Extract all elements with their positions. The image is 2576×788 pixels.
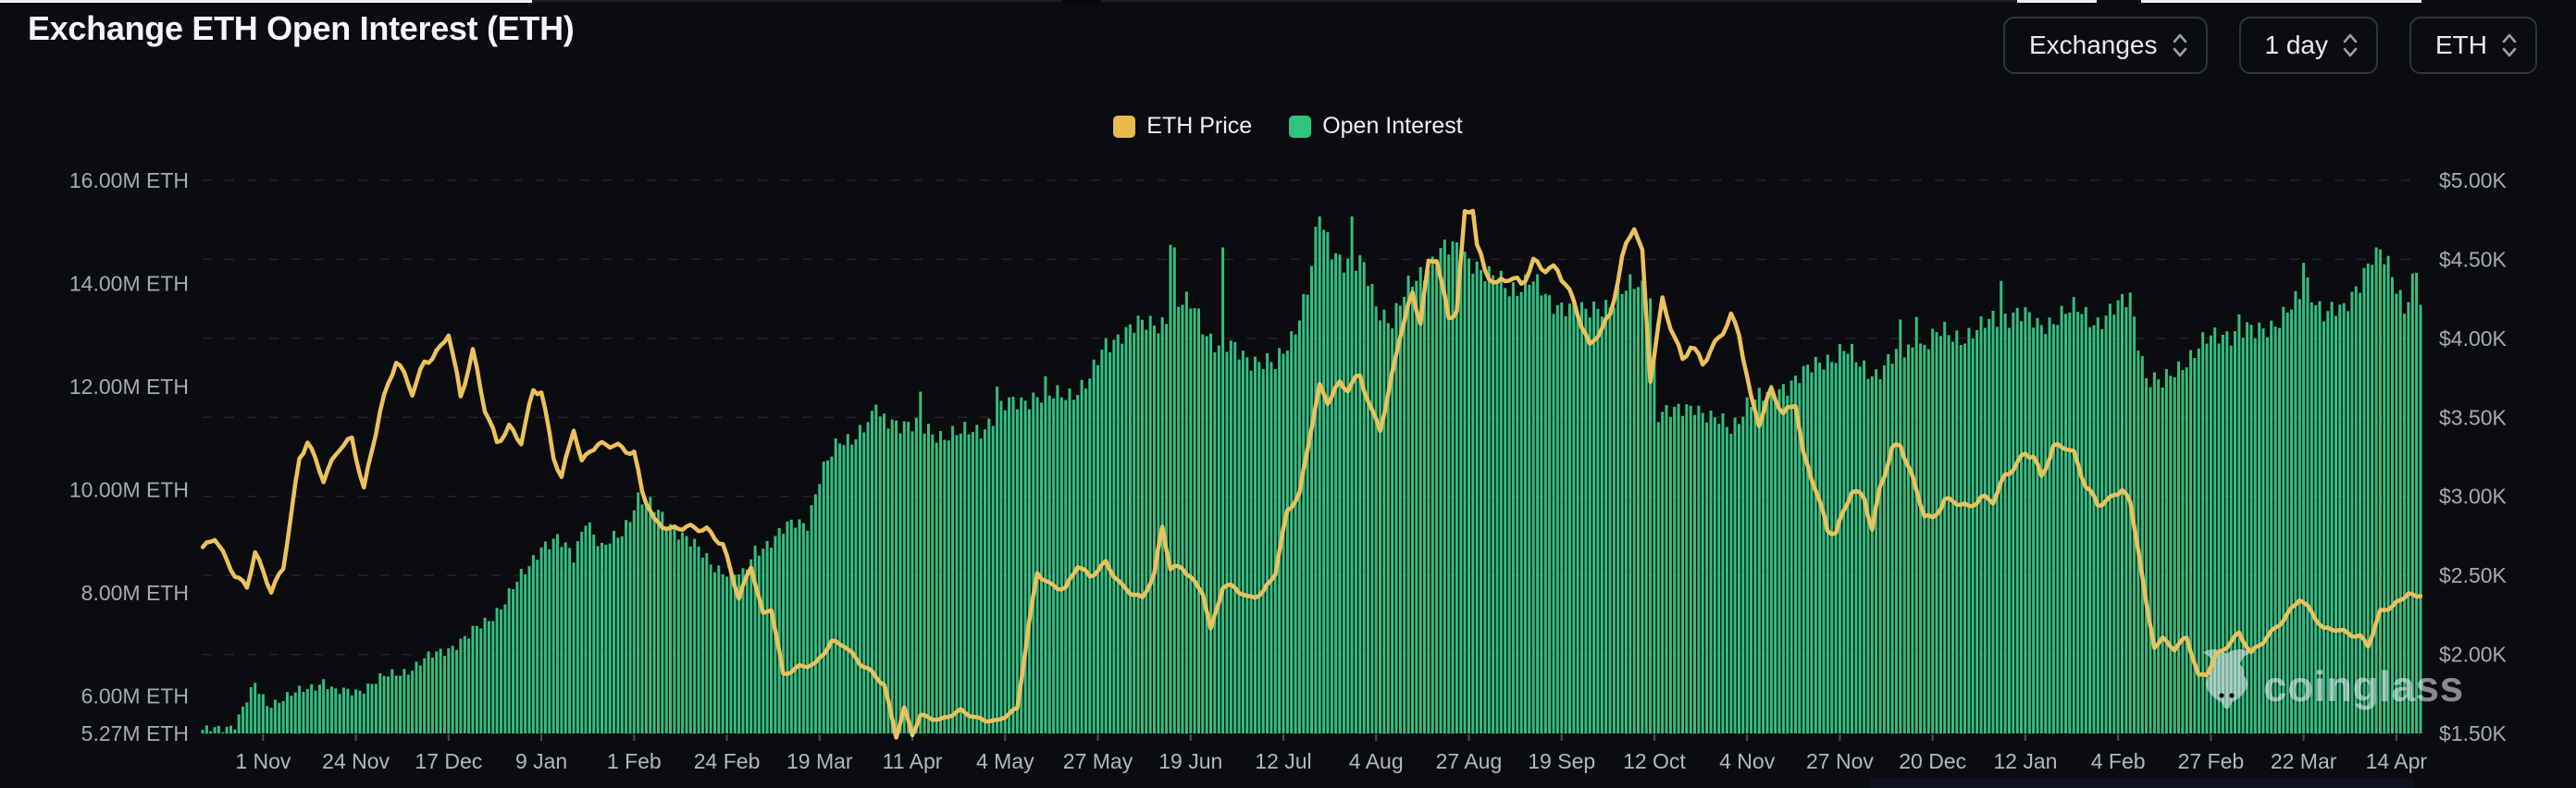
chevron-updown-icon xyxy=(2343,33,2358,57)
x-axis-label: 14 Apr xyxy=(2366,749,2428,773)
x-axis-label: 4 Aug xyxy=(1349,749,1404,773)
legend-item-eth-price[interactable]: ETH Price xyxy=(1113,113,1252,140)
x-axis-label: 1 Feb xyxy=(607,749,662,773)
chart-legend: ETH Price Open Interest xyxy=(0,113,2576,140)
x-axis-label: 19 Sep xyxy=(1528,749,1595,773)
open-interest-swatch xyxy=(1289,115,1312,138)
timeframe-dropdown[interactable]: 1 day xyxy=(2238,17,2378,74)
eth-price-line xyxy=(201,208,2423,740)
chevron-updown-icon xyxy=(2502,33,2517,57)
timeframe-dropdown-label: 1 day xyxy=(2264,31,2329,59)
eth-price-swatch xyxy=(1113,115,1136,138)
currency-dropdown-label: ETH xyxy=(2435,31,2487,59)
right-axis-label: $4.00K xyxy=(2439,326,2508,351)
left-axis-label: 5.27M ETH xyxy=(81,721,189,745)
left-axis-label: 16.00M ETH xyxy=(69,168,189,192)
x-axis-label: 27 Feb xyxy=(2178,749,2245,773)
right-axis-label: $5.00K xyxy=(2439,168,2508,192)
right-axis-label: $2.50K xyxy=(2439,563,2508,587)
x-axis-label: 20 Dec xyxy=(1899,749,1966,773)
x-axis-label: 27 May xyxy=(1063,749,1133,773)
exchanges-dropdown-label: Exchanges xyxy=(2028,31,2158,59)
x-axis-label: 24 Feb xyxy=(694,749,761,773)
left-axis-label: 14.00M ETH xyxy=(69,271,189,295)
x-axis-label: 27 Aug xyxy=(1436,749,1503,773)
right-axis-label: $3.00K xyxy=(2439,485,2508,509)
x-axis-label: 11 Apr xyxy=(883,749,943,773)
x-axis-label: 12 Jul xyxy=(1255,749,1311,773)
x-axis-label: 12 Oct xyxy=(1623,749,1686,773)
x-axis-label: 19 Mar xyxy=(786,749,853,773)
open-interest-legend-label: Open Interest xyxy=(1322,113,1463,139)
page-title: Exchange ETH Open Interest (ETH) xyxy=(28,9,575,47)
open-interest-bars xyxy=(201,216,2422,734)
x-axis-label: 12 Jan xyxy=(1993,749,2057,773)
right-axis-label: $1.50K xyxy=(2439,721,2508,745)
left-axis-label: 8.00M ETH xyxy=(81,581,189,605)
right-axis-label: $2.00K xyxy=(2439,643,2508,667)
left-axis-label: 6.00M ETH xyxy=(81,683,189,708)
left-axis-label: 12.00M ETH xyxy=(69,375,189,399)
right-axis-label: $3.50K xyxy=(2439,405,2508,429)
chevron-updown-icon xyxy=(2173,33,2186,57)
x-axis-label: 9 Jan xyxy=(515,749,567,773)
x-axis-label: 4 Nov xyxy=(1719,749,1776,773)
x-axis-label: 27 Nov xyxy=(1806,749,1874,773)
left-axis-label: 10.00M ETH xyxy=(69,477,189,501)
x-axis-label: 19 Jun xyxy=(1158,749,1222,773)
x-axis-label: 17 Dec xyxy=(415,749,482,773)
coinglass-logo-icon xyxy=(2202,649,2251,709)
x-axis-label: 22 Mar xyxy=(2271,749,2337,773)
currency-dropdown[interactable]: ETH xyxy=(2409,17,2537,74)
coinglass-watermark-text: coinglass xyxy=(2263,662,2464,710)
x-axis-label: 1 Nov xyxy=(235,749,291,773)
exchanges-dropdown[interactable]: Exchanges xyxy=(2002,17,2208,74)
legend-item-open-interest[interactable]: Open Interest xyxy=(1289,113,1463,140)
chart-controls: Exchanges 1 day ETH xyxy=(2002,17,2537,74)
x-axis-label: 4 May xyxy=(976,749,1034,773)
x-axis-label: 4 Feb xyxy=(2091,749,2146,773)
eth-price-legend-label: ETH Price xyxy=(1146,113,1253,139)
right-axis-label: $4.50K xyxy=(2439,247,2508,271)
coinglass-watermark: coinglass xyxy=(2202,649,2464,710)
bottom-edge-artifact xyxy=(1870,778,2413,788)
x-axis-label: 24 Nov xyxy=(322,749,390,773)
